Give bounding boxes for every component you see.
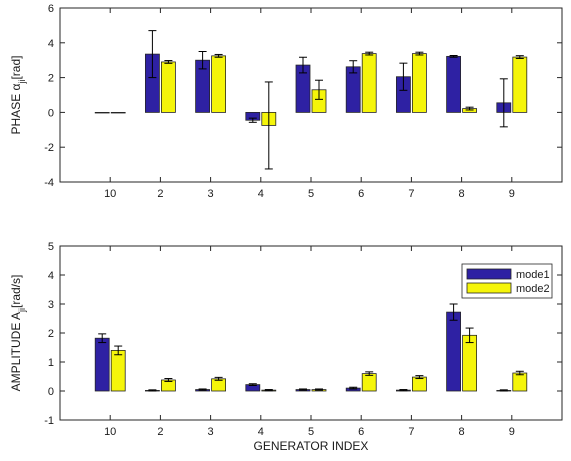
x-tick-label: 2 <box>157 426 163 438</box>
bar-series1-6 <box>345 66 361 113</box>
x-tick-label: 5 <box>308 426 314 438</box>
error-bar-series1-8 <box>449 303 458 321</box>
error-bar-series1-3 <box>198 51 207 70</box>
y-axis-label: PHASE αji[rad] <box>9 56 27 135</box>
bar-series2-6 <box>361 53 377 113</box>
error-bar-series2-7 <box>415 375 424 380</box>
error-bar-series2-2 <box>164 378 173 382</box>
bar-series1-10 <box>94 337 110 392</box>
error-bar-series1-8 <box>449 55 458 58</box>
error-bar-series1-2 <box>148 389 157 392</box>
error-bar-series1-5 <box>299 56 307 74</box>
error-bar-series1-4 <box>248 117 257 123</box>
error-bar-series1-7 <box>399 389 408 392</box>
x-tick-label: 6 <box>358 188 364 200</box>
error-bar-series2-4 <box>264 389 273 392</box>
x-tick-label: 5 <box>308 188 314 200</box>
legend-label-1: mode1 <box>516 269 550 281</box>
bar-series1-10 <box>94 112 110 114</box>
y-tick-label: 2 <box>48 73 54 85</box>
bar-series2-6 <box>361 373 377 392</box>
bar-series2-7 <box>411 53 427 113</box>
x-tick-label: 10 <box>104 188 116 200</box>
x-tick-label: 6 <box>358 426 364 438</box>
error-bar-series1-6 <box>349 60 358 74</box>
error-bar-series1-10 <box>98 333 107 344</box>
x-axis-label: GENERATOR INDEX <box>254 439 369 453</box>
y-tick-label: 3 <box>48 299 54 311</box>
error-bar-series1-5 <box>299 388 307 391</box>
x-tick-label: 7 <box>408 426 414 438</box>
legend-swatch-1 <box>466 268 512 280</box>
error-bar-series2-4 <box>264 81 273 170</box>
error-bar-series1-9 <box>499 78 508 128</box>
error-bar-series1-4 <box>248 383 257 386</box>
error-bar-series2-10 <box>114 345 123 356</box>
y-tick-label: 2 <box>48 328 54 340</box>
error-bar-series2-9 <box>515 370 524 376</box>
y-tick-label: 4 <box>48 38 54 50</box>
y-axis-label: AMPLITUDE Aji[rad/s] <box>9 275 27 392</box>
y-tick-label: 1 <box>48 357 54 369</box>
x-tick-label: 8 <box>459 426 465 438</box>
bar-series2-3 <box>211 55 227 113</box>
error-bar-series2-9 <box>515 55 524 59</box>
chart-2: -1 0 1 2 3 4 5 10 2 3 4 5 6 7 8 9 AMPLITUDE Aji[rad/s] GE… <box>9 241 563 453</box>
y-tick-label: 0 <box>48 386 54 398</box>
legend-label-2: mode2 <box>516 283 550 295</box>
bar-series2-10 <box>110 349 126 392</box>
error-bar-series2-6 <box>365 371 374 376</box>
x-tick-label: 9 <box>509 188 515 200</box>
bar-series2-2 <box>160 61 176 113</box>
y-tick-label: -1 <box>44 415 54 427</box>
x-tick-label: 3 <box>208 426 214 438</box>
error-bar-series2-8 <box>465 106 474 111</box>
bar-series2-10 <box>110 112 126 114</box>
legend: mode1 mode2 <box>461 263 553 299</box>
error-bar-series1-7 <box>399 62 408 91</box>
y-tick-label: -4 <box>44 177 54 189</box>
y-tick-label: 5 <box>48 241 54 253</box>
chart-1: -4 -2 0 2 4 6 10 2 3 4 5 6 7 8 9 PHASE αji[rad] <box>9 3 563 200</box>
error-bar-series2-8 <box>465 327 474 344</box>
x-tick-label: 10 <box>104 426 116 438</box>
x-tick-label: 8 <box>459 188 465 200</box>
y-tick-label: 4 <box>48 270 54 282</box>
legend-swatch-2 <box>466 282 512 294</box>
error-bar-series1-9 <box>499 389 508 392</box>
error-bar-series1-2 <box>148 30 157 79</box>
x-tick-label: 9 <box>509 426 515 438</box>
bar-series2-9 <box>512 372 528 392</box>
error-bar-series2-3 <box>214 53 223 58</box>
bar-series2-8 <box>462 334 478 392</box>
error-bar-series2-2 <box>164 60 173 64</box>
y-tick-label: -2 <box>44 142 54 154</box>
error-bar-series2-5 <box>315 388 323 391</box>
error-bar-series2-3 <box>214 376 223 381</box>
y-tick-label: 0 <box>48 107 54 119</box>
x-tick-label: 4 <box>258 188 264 200</box>
axes-box <box>59 7 563 183</box>
bar-series2-7 <box>411 376 427 392</box>
error-bar-series1-3 <box>198 388 207 391</box>
x-tick-label: 3 <box>208 188 214 200</box>
error-bar-series2-6 <box>365 51 374 56</box>
y-tick-label: 6 <box>48 3 54 15</box>
x-tick-label: 4 <box>258 426 264 438</box>
x-tick-label: 7 <box>408 188 414 200</box>
x-tick-label: 2 <box>157 188 163 200</box>
bar-series1-8 <box>446 311 462 392</box>
error-bar-series2-5 <box>315 79 323 100</box>
error-bar-series1-6 <box>349 386 358 390</box>
bar-series1-8 <box>446 55 462 113</box>
error-bar-series2-7 <box>415 51 424 56</box>
bar-series2-9 <box>512 56 528 113</box>
